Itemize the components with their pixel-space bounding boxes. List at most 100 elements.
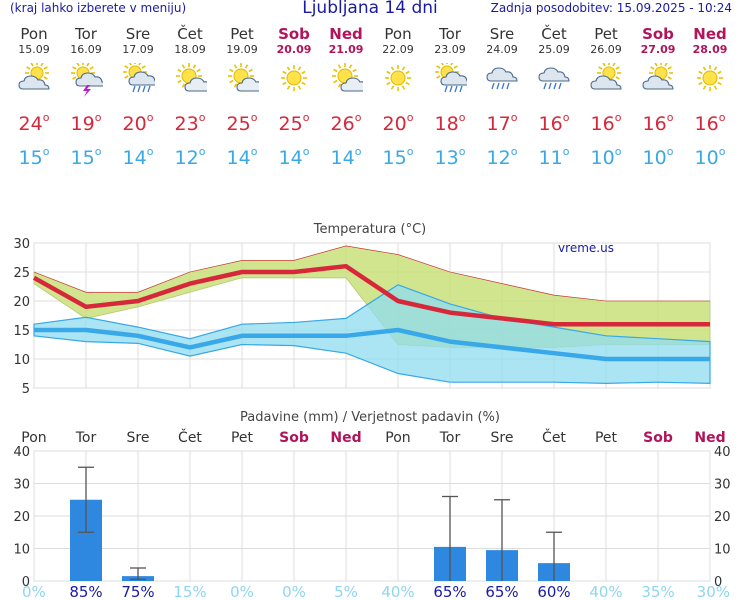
min-temperature: 15o — [70, 145, 102, 169]
last-update: Zadnja posodobitev: 15.09.2025 - 10:24 — [490, 1, 732, 15]
precip-x-tick: Tor — [75, 430, 97, 446]
day-date: 26.09 — [590, 43, 622, 56]
precip-probability: 60% — [537, 583, 570, 600]
header: (kraj lahko izberete v meniju) Ljubljana… — [0, 0, 740, 20]
day-name: Pet — [230, 25, 254, 43]
max-temperature: 18o — [434, 111, 466, 135]
cloud-rain-icon — [537, 63, 571, 93]
partly-cloudy-icon — [589, 61, 623, 93]
min-temperature: 10o — [642, 145, 674, 169]
day-name: Tor — [75, 25, 97, 43]
day-date: 20.09 — [276, 43, 312, 56]
precip-x-tick: Pon — [385, 430, 410, 446]
day-name: Ned — [329, 25, 363, 43]
sun-cloud-rain-icon — [433, 60, 472, 93]
menu-hint: (kraj lahko izberete v meniju) — [10, 1, 187, 15]
precip-probability: 65% — [485, 583, 518, 600]
min-temperature: 10o — [694, 145, 726, 169]
max-temperature: 25o — [278, 111, 310, 135]
precip-x-tick: Čet — [542, 428, 566, 446]
precip-y-tick-right: 30 — [714, 478, 731, 493]
day-date: 16.09 — [70, 43, 102, 56]
precip-probability: 0% — [282, 583, 306, 600]
precip-probability: 75% — [121, 583, 154, 600]
daily-forecast: Pon 15.09 24o 15o Tor 16.09 19o 15o Sre 17.09 20o 1… — [8, 26, 736, 174]
precip-probability: 15% — [173, 583, 206, 600]
min-temperature: 14o — [278, 145, 310, 169]
precip-x-tick: Sob — [279, 430, 309, 446]
precip-chart-title: Padavine (mm) / Verjetnost padavin (%) — [240, 410, 500, 425]
temp-y-tick: 15 — [13, 324, 30, 339]
max-temp-line — [32, 263, 710, 327]
max-temperature: 23o — [174, 111, 206, 135]
day-date: 27.09 — [640, 43, 676, 56]
day-column: Tor 16.09 19o 15o — [60, 26, 112, 169]
precip-x-tick: Ned — [330, 430, 361, 446]
day-name: Pet — [594, 25, 618, 43]
precip-x-tick: Sre — [491, 430, 514, 446]
day-column: Tor 23.09 18o 13o — [424, 26, 476, 169]
day-date: 21.09 — [328, 43, 364, 56]
max-temperature: 16o — [590, 111, 622, 135]
max-temperature: 24o — [18, 111, 50, 135]
min-temperature: 14o — [330, 145, 362, 169]
max-temperature: 20o — [122, 111, 154, 135]
precip-probability: 40% — [381, 583, 414, 600]
day-column: Ned 21.09 26o 14o — [320, 26, 372, 169]
precip-x-tick: Pet — [231, 430, 254, 446]
min-temperature: 12o — [486, 145, 518, 169]
day-name: Pon — [20, 25, 48, 43]
min-temperature: 14o — [226, 145, 258, 169]
min-temperature: 15o — [382, 145, 414, 169]
precip-probability: 30% — [697, 583, 730, 600]
min-temperature: 11o — [538, 145, 570, 169]
temp-y-tick: 5 — [22, 382, 30, 397]
day-name: Ned — [693, 25, 727, 43]
max-temperature: 16o — [538, 111, 570, 135]
precip-x-tick: Pon — [21, 430, 46, 446]
mostly-sunny-icon — [329, 63, 372, 93]
day-column: Čet 18.09 23o 12o — [164, 26, 216, 169]
day-date: 18.09 — [174, 43, 206, 56]
min-temperature: 14o — [122, 145, 154, 169]
min-temperature: 10o — [590, 145, 622, 169]
day-date: 23.09 — [434, 43, 466, 56]
sun-icon — [277, 63, 311, 93]
precip-y-tick-left: 20 — [13, 510, 30, 525]
day-column: Pon 22.09 20o 15o — [372, 26, 424, 170]
max-temperature: 19o — [70, 111, 102, 135]
day-date: 19.09 — [226, 43, 258, 56]
min-temperature: 12o — [174, 145, 206, 169]
precip-x-tick: Sre — [127, 430, 150, 446]
max-temperature: 26o — [330, 111, 362, 135]
max-temperature: 16o — [642, 111, 674, 135]
sun-icon — [693, 63, 727, 93]
precip-y-tick-left: 0 — [22, 575, 30, 590]
precip-y-tick-right: 40 — [714, 445, 731, 460]
precip-y-tick-left: 30 — [13, 478, 30, 493]
day-date: 15.09 — [18, 43, 50, 56]
precip-probability: 40% — [589, 583, 622, 600]
day-name: Sob — [278, 25, 310, 43]
cloud-rain-icon — [485, 63, 519, 93]
day-name: Sre — [489, 25, 515, 43]
precip-y-tick-right: 20 — [714, 510, 731, 525]
day-date: 28.09 — [692, 43, 728, 56]
max-temperature: 17o — [486, 111, 518, 135]
day-name: Sob — [642, 25, 674, 43]
precip-x-tick: Ned — [694, 430, 725, 446]
day-column: Pet 19.09 25o 14o — [216, 26, 268, 169]
sun-icon — [381, 63, 415, 93]
day-column: Čet 25.09 16o 11o — [528, 26, 580, 170]
day-date: 22.09 — [382, 43, 414, 56]
thunderstorm-sun-icon — [69, 61, 107, 97]
precip-y-tick-right: 0 — [714, 575, 722, 590]
min-temperature: 15o — [18, 145, 50, 169]
temp-y-tick: 10 — [13, 353, 30, 368]
day-name: Sre — [125, 25, 151, 43]
precip-x-tick: Čet — [178, 428, 202, 446]
day-column: Sob 20.09 25o 14o — [268, 25, 320, 170]
day-column: Sre 24.09 17o 12o — [476, 25, 528, 170]
day-date: 24.09 — [486, 43, 518, 56]
day-name: Čet — [177, 25, 203, 43]
